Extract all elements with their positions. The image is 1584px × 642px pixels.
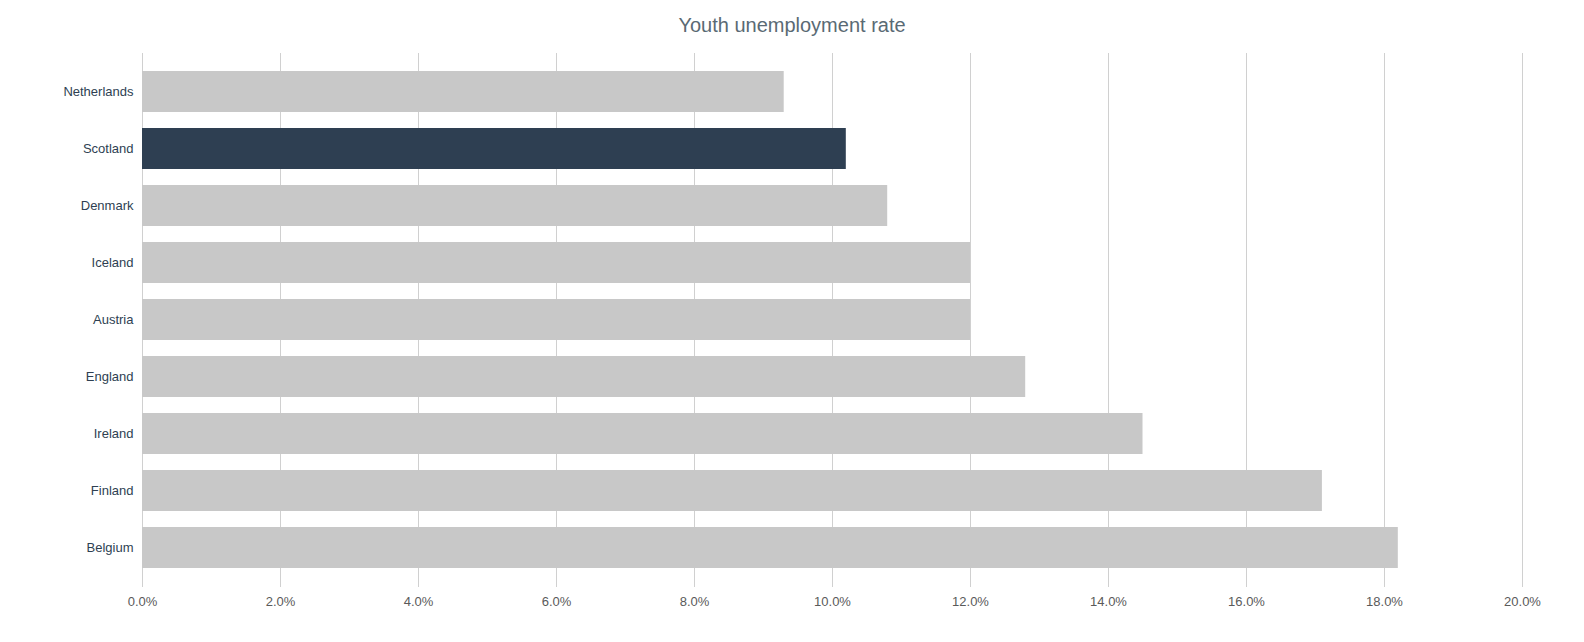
svg-text:Denmark: Denmark [81, 198, 134, 213]
svg-text:18.0%: 18.0% [1366, 594, 1403, 609]
svg-text:4.0%: 4.0% [404, 594, 434, 609]
svg-text:Finland: Finland [91, 483, 134, 498]
svg-text:12.0%: 12.0% [952, 594, 989, 609]
svg-text:20.0%: 20.0% [1504, 594, 1541, 609]
svg-text:2.0%: 2.0% [266, 594, 296, 609]
svg-text:England: England [86, 369, 134, 384]
svg-text:Belgium: Belgium [87, 540, 134, 555]
svg-text:Netherlands: Netherlands [63, 84, 134, 99]
svg-text:8.0%: 8.0% [680, 594, 710, 609]
svg-text:Scotland: Scotland [83, 141, 134, 156]
svg-text:10.0%: 10.0% [814, 594, 851, 609]
svg-text:Iceland: Iceland [92, 255, 134, 270]
svg-text:6.0%: 6.0% [542, 594, 572, 609]
html-text:Youth unemployment rate: Youth unemployment rate [678, 14, 906, 36]
svg-text:Austria: Austria [93, 312, 134, 327]
svg-text:16.0%: 16.0% [1228, 594, 1265, 609]
svg-text:0.0%: 0.0% [128, 594, 158, 609]
svg-text:14.0%: 14.0% [1090, 594, 1127, 609]
svg-text:Ireland: Ireland [94, 426, 134, 441]
